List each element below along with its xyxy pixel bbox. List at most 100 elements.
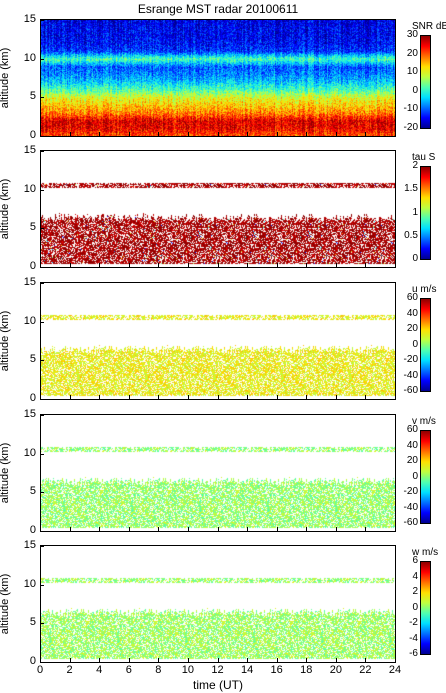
v-x-tick-mark (247, 527, 249, 531)
w-colorbar-tick: -6 (409, 648, 418, 659)
w-x-tick-mark (158, 658, 160, 662)
tau-x-tick-mark (395, 263, 396, 267)
tau-x-tick-mark (247, 263, 249, 267)
v-x-tick-mark (40, 527, 41, 531)
w-x-tick-mark (40, 658, 41, 662)
tau-x-tick-mark (217, 263, 219, 267)
u-colorbar-tick: -20 (403, 354, 418, 365)
u-colorbar-label: u m/s (412, 284, 437, 295)
SNR-colorbar-label: SNR dB (412, 21, 446, 32)
SNR-y-tick-mark (40, 20, 44, 21)
v-colorbar-tick: 20 (406, 455, 418, 466)
x-tick-label: 16 (270, 664, 283, 676)
SNR-x-tick-mark (158, 132, 160, 136)
u-x-tick-mark (247, 395, 249, 399)
x-tick-label: 4 (96, 664, 103, 676)
v-heatmap (41, 415, 395, 531)
x-tick-label: 6 (125, 664, 132, 676)
v-colorbar-tick: -20 (403, 486, 418, 497)
v-colorbar (420, 430, 431, 524)
w-y-tick-mark (40, 584, 44, 586)
u-y-tick-label: 10 (23, 314, 36, 327)
u-x-tick-mark (306, 395, 308, 399)
tau-colorbar-tick: 2 (412, 160, 418, 171)
tau-y-tick-label: 0 (29, 260, 36, 272)
tau-x-tick-mark (187, 263, 189, 267)
u-colorbar-tick: 40 (406, 307, 418, 319)
u-x-tick-mark (365, 395, 367, 399)
v-x-tick-mark (306, 527, 308, 531)
SNR-x-tick-mark (276, 132, 278, 136)
SNR-colorbar-tick: 0 (412, 84, 418, 96)
x-tick-label: 20 (329, 664, 342, 676)
SNR-y-tick-label: 15 (23, 13, 36, 25)
w-colorbar-tick: -4 (409, 632, 418, 644)
v-y-tick-label: 15 (23, 408, 36, 420)
w-x-tick-mark (365, 658, 367, 662)
v-y-tick-label: 0 (29, 524, 36, 536)
x-tick-label: 18 (300, 664, 313, 676)
SNR-y-tick-mark (40, 97, 44, 99)
u-y-tick-label: 15 (23, 276, 36, 288)
u-x-tick-mark (40, 395, 41, 399)
SNR-x-tick-mark (306, 132, 308, 136)
w-x-tick-mark (395, 658, 396, 662)
u-colorbar (420, 298, 431, 392)
x-tick-label: 12 (211, 664, 224, 676)
w-colorbar-label: w m/s (412, 547, 439, 558)
SNR-colorbar-tick: -20 (403, 122, 418, 133)
w-x-tick-mark (187, 658, 189, 662)
w-x-tick-mark (217, 658, 219, 662)
v-colorbar-label: v m/s (412, 416, 436, 427)
x-axis-label: time (UT) (193, 678, 243, 692)
v-x-tick-mark (128, 527, 130, 531)
SNR-colorbar (420, 35, 431, 129)
w-x-tick-mark (306, 658, 308, 662)
tau-x-tick-mark (99, 263, 101, 267)
SNR-x-tick-mark (365, 132, 367, 136)
w-y-tick-label: 5 (29, 616, 36, 629)
tau-y-tick-mark (40, 189, 44, 191)
tau-y-tick-mark (40, 228, 44, 230)
tau-x-tick-mark (335, 263, 337, 267)
SNR-x-tick-mark (395, 132, 396, 136)
w-x-tick-mark (335, 658, 337, 662)
v-y-tick-label: 10 (23, 446, 36, 459)
figure-title: Esrange MST radar 20100611 (137, 2, 299, 16)
x-tick-label: 22 (359, 664, 372, 676)
w-colorbar-tick: 6 (412, 555, 418, 566)
w-heatmap (41, 546, 395, 662)
u-heatmap (41, 283, 395, 399)
w-y-tick-mark (40, 662, 44, 663)
SNR-x-tick-mark (99, 132, 101, 136)
w-colorbar-tick: 0 (412, 601, 418, 613)
SNR-x-tick-mark (187, 132, 189, 136)
w-x-tick-mark (128, 658, 130, 662)
w-x-tick-mark (276, 658, 278, 662)
v-x-tick-mark (158, 527, 160, 531)
w-colorbar-tick: -2 (409, 617, 418, 628)
tau-x-tick-mark (158, 263, 160, 267)
u-colorbar-tick: 20 (406, 323, 418, 334)
SNR-x-tick-mark (128, 132, 130, 136)
w-colorbar (420, 561, 431, 655)
v-x-tick-mark (276, 527, 278, 531)
SNR-y-tick-label: 5 (29, 90, 36, 103)
v-y-tick-mark (40, 492, 44, 494)
v-x-tick-mark (395, 527, 396, 531)
w-colorbar-tick: 4 (412, 570, 418, 582)
w-x-tick-mark (99, 658, 101, 662)
SNR-colorbar-tick: 10 (406, 66, 418, 78)
w-x-tick-mark (247, 658, 249, 662)
SNR-colorbar-tick: -10 (403, 103, 418, 115)
u-y-tick-label: 0 (29, 392, 36, 404)
u-x-tick-mark (187, 395, 189, 399)
tau-x-tick-mark (40, 263, 41, 267)
panel-u (40, 282, 396, 400)
tau-colorbar-tick: 0.5 (404, 229, 418, 241)
v-y-tick-mark (40, 531, 44, 532)
x-tick-label: 0 (36, 664, 44, 676)
w-y-tick-mark (40, 546, 44, 547)
v-y-tick-mark (40, 453, 44, 455)
SNR-y-tick-label: 10 (23, 51, 36, 64)
